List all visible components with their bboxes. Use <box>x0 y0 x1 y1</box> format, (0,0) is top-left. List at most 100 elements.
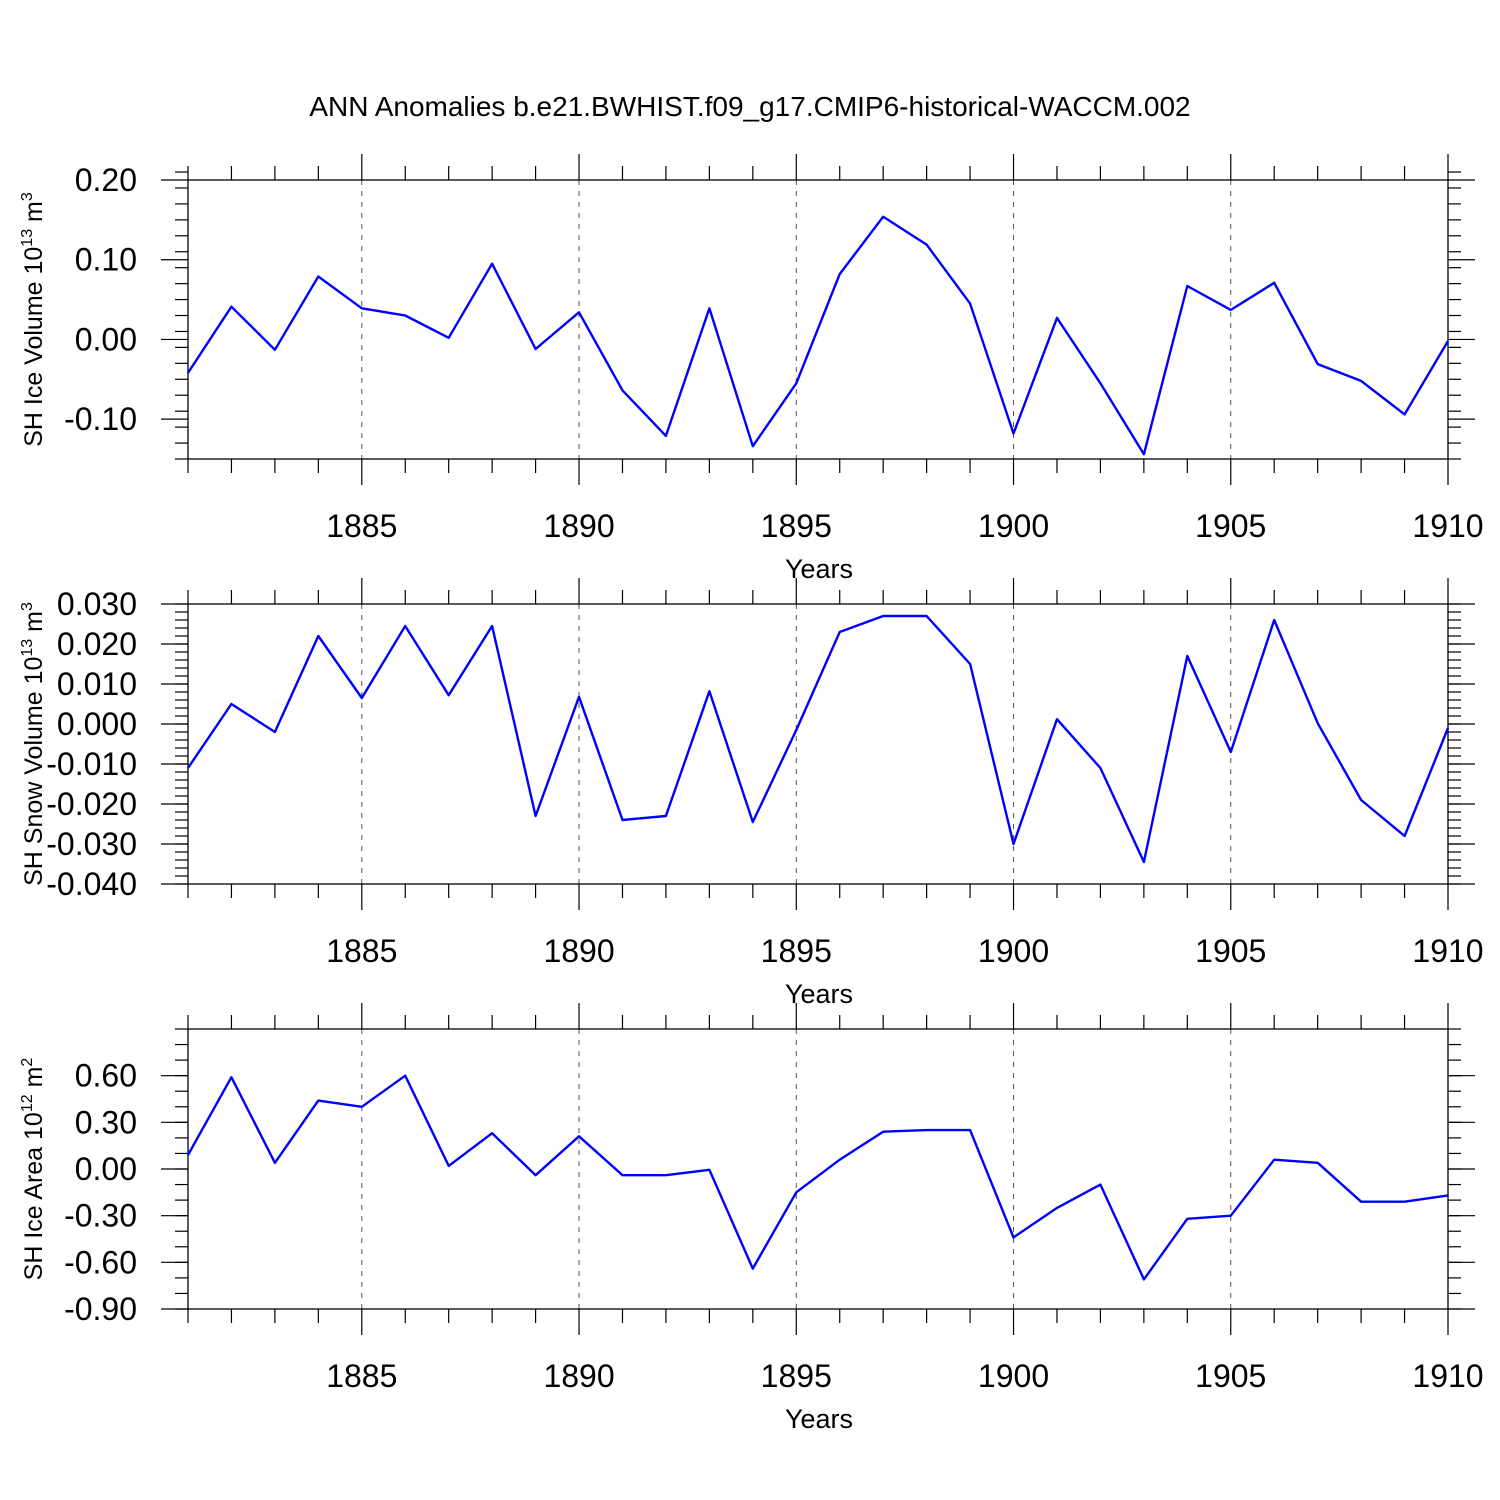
y-tick-label: -0.30 <box>64 1198 137 1234</box>
data-point <box>230 703 233 705</box>
data-point <box>187 372 189 374</box>
data-point <box>230 305 233 308</box>
data-point <box>1056 1207 1058 1209</box>
data-point <box>621 819 624 821</box>
y-axis-title-unit: m <box>20 611 48 639</box>
data-point <box>1403 1200 1406 1203</box>
data-point <box>1012 1236 1015 1239</box>
y-axis-title-exponent: 13 <box>19 639 36 657</box>
data-point <box>1360 1200 1362 1203</box>
data-point <box>1012 432 1015 435</box>
x-tick-label: 1890 <box>543 933 614 969</box>
x-tick-label: 1905 <box>1195 1358 1266 1394</box>
data-point <box>447 1165 450 1167</box>
data-point <box>1099 767 1102 769</box>
series-line-sh-ice-area <box>186 1074 1449 1281</box>
data-point <box>1099 382 1102 385</box>
data-point <box>1403 835 1406 837</box>
y-tick-label: -0.10 <box>64 401 137 437</box>
series-line-sh-ice-volume <box>186 215 1450 456</box>
data-point <box>752 445 754 448</box>
series-line-sh-snow-volume <box>187 614 1450 864</box>
data-point <box>1316 363 1319 365</box>
x-tick-label: 1910 <box>1412 1358 1483 1394</box>
data-point <box>621 1174 624 1177</box>
data-point <box>838 631 841 633</box>
data-point <box>665 435 667 437</box>
y-axis-title-unit: m <box>20 201 48 229</box>
data-point <box>838 1158 841 1161</box>
data-point <box>969 302 971 305</box>
x-tick-label: 1885 <box>326 933 397 969</box>
y-axis-title-text: SH Snow Volume 10 <box>20 657 48 886</box>
data-point <box>925 1129 928 1131</box>
data-point <box>795 729 798 731</box>
data-point <box>621 389 624 392</box>
x-tick-label: 1890 <box>543 1358 614 1394</box>
x-tick-label: 1900 <box>978 508 1049 544</box>
x-tick-label: 1885 <box>326 508 397 544</box>
y-tick-label: 0.10 <box>75 242 137 278</box>
y-tick-label: -0.60 <box>64 1244 137 1280</box>
data-point <box>447 694 450 696</box>
data-point <box>882 615 884 617</box>
x-axis-title: Years <box>785 1404 853 1434</box>
y-axis-title-text: SH Ice Volume 10 <box>20 247 48 447</box>
data-point <box>360 1105 363 1108</box>
y-tick-label: -0.020 <box>46 786 137 822</box>
data-point <box>882 1130 884 1133</box>
data-point <box>1360 380 1362 382</box>
data-point <box>1403 413 1406 416</box>
data-point <box>274 1161 276 1164</box>
data-point <box>1012 843 1015 845</box>
panels: 1885 1890 1895 1900 1905 1910 Years -0.10 0.00 0.… <box>19 154 1484 1434</box>
y-axis-title: SH Snow Volume 1013 m3 <box>19 602 48 886</box>
y-axis-title-unit-exponent: 2 <box>19 1058 36 1067</box>
data-point <box>925 243 928 246</box>
x-tick-label: 1895 <box>761 1358 832 1394</box>
data-point <box>882 215 884 218</box>
y-tick-label: 0.020 <box>57 626 137 662</box>
data-point <box>1186 655 1189 657</box>
data-point <box>317 275 320 278</box>
plot-frame <box>187 179 1449 460</box>
data-point <box>1229 1214 1232 1217</box>
data-point <box>447 337 450 339</box>
data-point <box>665 815 667 817</box>
data-point <box>1316 722 1319 724</box>
data-point <box>317 635 320 637</box>
x-tick-label: 1905 <box>1195 933 1266 969</box>
x-axis-title: Years <box>785 554 853 584</box>
data-point <box>404 314 407 317</box>
y-tick-label: 0.000 <box>57 706 137 742</box>
data-point <box>274 348 276 351</box>
y-tick-label: 0.20 <box>75 162 137 198</box>
chart-panel-2: 1885 1890 1895 1900 1905 1910 Years -0.040 -0.03… <box>19 578 1484 1009</box>
chart-panel-3: 1885 1890 1895 1900 1905 1910 Years -0.90 -0.60 -… <box>19 1003 1484 1434</box>
x-tick-label: 1900 <box>978 1358 1049 1394</box>
plot-frame <box>187 603 1449 885</box>
figure-title: ANN Anomalies b.e21.BWHIST.f09_g17.CMIP6… <box>309 91 1190 122</box>
data-point <box>404 1074 407 1077</box>
data-point <box>1229 309 1232 311</box>
data-point <box>708 1168 711 1171</box>
y-axis-title-exponent: 12 <box>19 1094 36 1112</box>
y-tick-label: 0.30 <box>75 1104 137 1140</box>
data-point <box>1273 282 1276 284</box>
data-point <box>1099 1183 1102 1186</box>
data-point <box>925 615 928 617</box>
data-point <box>360 697 363 699</box>
data-point <box>752 1267 754 1270</box>
y-axis-title: SH Ice Area 1012 m2 <box>19 1058 48 1281</box>
plot-frame <box>187 1028 1449 1310</box>
data-point <box>491 262 493 265</box>
data-point <box>708 690 711 692</box>
data-point <box>1447 340 1449 342</box>
y-tick-label: -0.90 <box>64 1291 137 1327</box>
data-point <box>1186 285 1189 287</box>
y-axis-title-unit-exponent: 3 <box>19 192 36 201</box>
data-point <box>1229 751 1232 753</box>
y-tick-label: 0.010 <box>57 666 137 702</box>
x-tick-label: 1895 <box>761 933 832 969</box>
